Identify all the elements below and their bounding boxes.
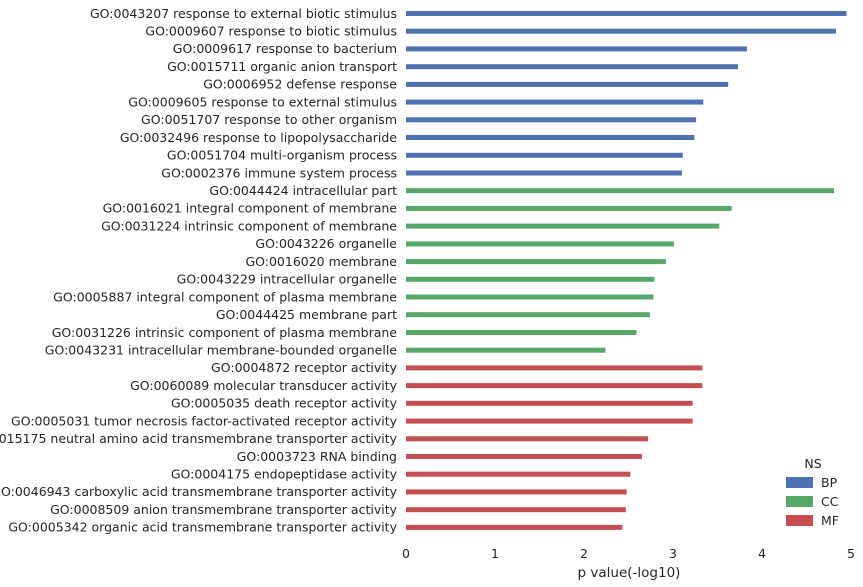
legend-title: NS [804,456,821,471]
category-label: GO:0044425 membrane part [216,307,397,322]
bar-bp [406,64,738,70]
bar-cc [406,205,732,211]
bar-cc [406,330,637,335]
category-label: GO:0016021 integral component of membran… [103,201,398,216]
legend-swatch-mf [786,515,813,526]
legend-swatch-cc [786,496,813,507]
bar-cc [406,188,835,194]
category-label: GO:0032496 response to lipopolysaccharid… [120,130,397,145]
bar-bp [406,152,683,158]
bar-bp [406,117,697,123]
bar-mf [406,383,703,389]
bars [406,11,847,530]
bar-bp [406,81,729,87]
legend-label-cc: CC [821,494,839,509]
category-label: GO:0051704 multi-organism process [167,148,397,163]
category-label: GO:0005342 organic acid transmembrane tr… [8,520,397,535]
bar-mf [406,489,627,495]
bar-mf [406,471,631,477]
category-label: GO:0009607 response to biotic stimulus [145,24,397,39]
category-label: GO:0046943 carboxylic acid transmembrane… [0,484,398,499]
category-label: GO:0002376 immune system process [161,165,397,180]
bar-bp [406,99,704,105]
legend-items: BP CC MF [786,475,839,528]
bar-bp [406,46,747,52]
category-label: GO:0043229 intracellular organelle [177,272,398,287]
category-label: GO:0043207 response to external biotic s… [90,6,397,21]
category-label: GO:0043226 organelle [255,236,397,251]
bar-cc [406,312,650,318]
x-axis-title: p value(-log10) [578,565,681,581]
category-label: GO:0004175 endopeptidase activity [171,467,398,482]
legend-label-mf: MF [821,513,839,528]
bar-cc [406,294,654,300]
bar-cc [406,241,674,247]
bar-mf [406,418,693,424]
x-axis-ticks: 0 1 2 3 4 5 [402,546,855,561]
bar-mf [406,436,649,442]
bar-bp [406,11,847,16]
category-label: GO:0009617 response to bacterium [173,41,397,56]
x-tick-label: 4 [758,546,766,561]
x-tick-label: 3 [669,546,677,561]
bar-mf [406,400,693,406]
legend-swatch-bp [786,477,813,488]
category-label: GO:0008509 anion transmembrane transport… [50,502,397,517]
legend: NS BP CC MF [786,456,839,528]
category-label: GO:0016020 membrane [245,254,397,269]
category-label: GO:0031226 intrinsic component of plasma… [52,325,398,340]
bar-bp [406,28,836,34]
category-label: GO:0009605 response to external stimulus [128,94,397,109]
category-label: GO:0015711 organic anion transport [167,59,397,74]
category-label: GO:0005031 tumor necrosis factor-activat… [11,413,398,428]
category-label: GO:0006952 defense response [203,77,397,92]
x-tick-label: 1 [491,546,499,561]
category-labels: GO:0043207 response to external biotic s… [0,6,398,535]
bar-cc [406,276,655,282]
bar-mf [406,365,703,371]
bar-bp [406,170,682,176]
x-tick-label: 2 [580,546,588,561]
bar-cc [406,259,666,265]
category-label: GO:0043231 intracellular membrane-bounde… [45,343,398,358]
category-label: GO:0003723 RNA binding [237,449,397,464]
category-label: GO:0044424 intracellular part [209,183,397,198]
bar-mf [406,454,642,459]
legend-label-bp: BP [821,475,838,490]
category-label: GO:0060089 molecular transducer activity [130,378,398,393]
bar-mf [406,524,623,530]
category-label: GO:0051707 response to other organism [141,112,397,127]
category-label: GO:0015175 neutral amino acid transmembr… [0,431,398,446]
bar-bp [406,135,695,140]
bar-cc [406,347,606,353]
category-label: GO:0031224 intrinsic component of membra… [101,218,397,233]
category-label: GO:0004872 receptor activity [211,360,398,375]
bar-mf [406,507,626,513]
x-tick-label: 0 [402,546,410,561]
category-label: GO:0005887 integral component of plasma … [53,289,397,304]
x-tick-label: 5 [847,546,855,561]
category-label: GO:0005035 death receptor activity [171,396,398,411]
bar-cc [406,223,720,229]
